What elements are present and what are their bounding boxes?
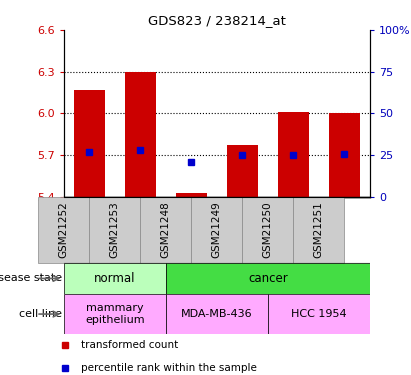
Text: GSM21252: GSM21252 [59, 201, 69, 258]
Text: GSM21250: GSM21250 [263, 201, 273, 258]
Bar [38, 197, 89, 262]
Bar [166, 262, 370, 294]
Text: mammary
epithelium: mammary epithelium [85, 303, 145, 325]
Text: GSM21251: GSM21251 [314, 201, 324, 258]
Text: percentile rank within the sample: percentile rank within the sample [81, 363, 256, 373]
Text: cancer: cancer [248, 272, 288, 285]
Bar [227, 146, 258, 197]
Bar [125, 72, 155, 197]
Text: disease state: disease state [0, 273, 62, 284]
Text: cell line: cell line [19, 309, 62, 319]
Text: HCC 1954: HCC 1954 [291, 309, 347, 319]
Text: MDA-MB-436: MDA-MB-436 [181, 309, 253, 319]
Bar [64, 262, 166, 294]
Bar [278, 112, 309, 197]
Text: GSM21253: GSM21253 [110, 201, 120, 258]
Text: GSM21249: GSM21249 [212, 201, 222, 258]
Bar [140, 197, 191, 262]
Text: GSM21248: GSM21248 [161, 201, 171, 258]
Text: normal: normal [94, 272, 136, 285]
Bar [74, 90, 104, 197]
Bar [268, 294, 370, 334]
Bar [166, 294, 268, 334]
Bar [293, 197, 344, 262]
Bar [242, 197, 293, 262]
Bar [176, 193, 207, 197]
Bar [64, 294, 166, 334]
Bar [89, 197, 140, 262]
Title: GDS823 / 238214_at: GDS823 / 238214_at [148, 15, 286, 27]
Bar [329, 113, 360, 197]
Text: transformed count: transformed count [81, 340, 178, 350]
Bar [191, 197, 242, 262]
